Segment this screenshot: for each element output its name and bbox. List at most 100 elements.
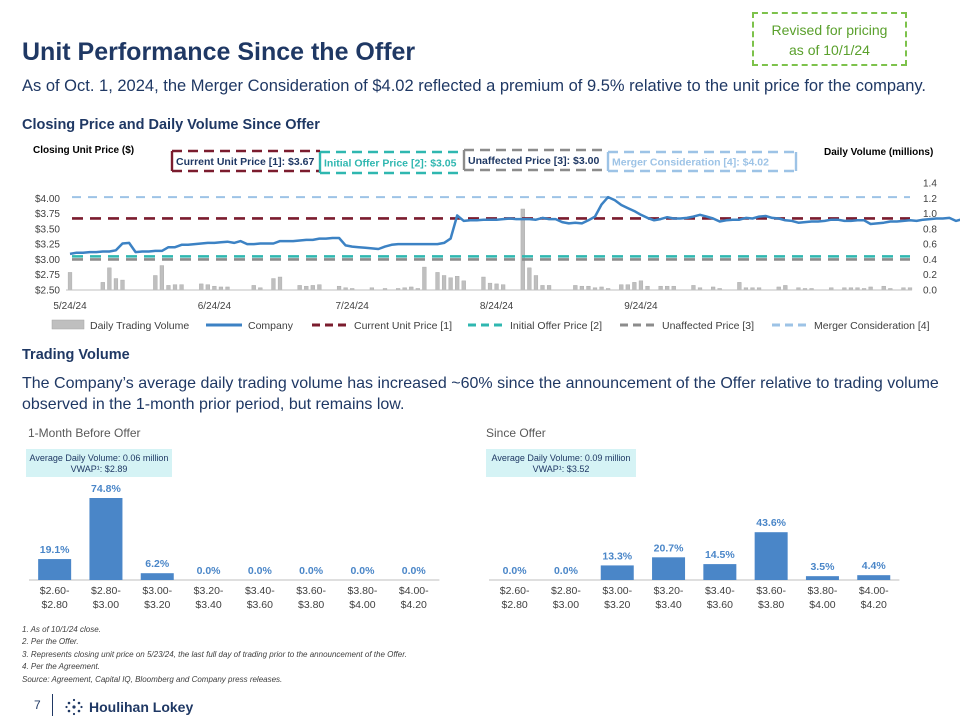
volume-bar — [625, 284, 630, 291]
histogram-value-label: 0.0% — [503, 565, 528, 577]
before-offer-avg-volume: Average Daily Volume: 0.06 million — [29, 453, 169, 463]
volume-bar — [455, 276, 460, 291]
volume-bar — [199, 283, 204, 291]
volume-note: The Company’s average daily trading volu… — [22, 375, 939, 413]
histogram-value-label: 0.0% — [197, 565, 222, 577]
svg-text:Unaffected Price [3]: $3.00: Unaffected Price [3]: $3.00 — [468, 155, 599, 167]
revised-note-line-2: as of 10/1/24 — [789, 42, 870, 58]
histogram-category-label: $3.60 — [707, 599, 733, 611]
volume-tick-label: 1.4 — [923, 179, 937, 190]
histogram-category-label: $2.80- — [91, 585, 121, 597]
date-tick-label: 8/24/24 — [480, 301, 514, 312]
svg-text:Current Unit Price [1]: Current Unit Price [1] — [354, 320, 452, 332]
histogram-category-label: $3.80- — [808, 585, 838, 597]
histogram-value-label: 13.3% — [602, 550, 632, 562]
histogram-category-label: $3.60 — [247, 599, 273, 611]
volume-bar — [671, 285, 676, 291]
volume-bar — [113, 278, 119, 291]
volume-bar — [691, 285, 696, 291]
histogram-category-label: $3.20- — [654, 585, 684, 597]
volume-bar — [310, 285, 315, 291]
histogram-bar — [703, 564, 737, 580]
volume-bar — [172, 284, 178, 291]
volume-bar — [494, 283, 499, 291]
histogram-category-label: $3.60- — [756, 585, 786, 597]
histogram-value-label: 0.0% — [402, 565, 427, 577]
merger-consideration-label: Merger Consideration [4]: $4.02 — [606, 150, 798, 173]
histogram-category-label: $4.20 — [861, 599, 887, 611]
footnote: 4. Per the Agreement. — [22, 662, 100, 672]
unaffected-price-label: Unaffected Price [3]: $3.00 — [462, 148, 606, 172]
volume-bar — [461, 280, 466, 291]
volume-tick-label: 1.0 — [923, 209, 937, 220]
volume-tick-label: 1.2 — [923, 194, 937, 205]
volume-tick-label: 0.0 — [923, 286, 937, 297]
volume-bar — [251, 285, 256, 291]
histogram-category-label: $3.00- — [602, 585, 632, 597]
histogram-category-label: $3.00 — [553, 599, 579, 611]
histogram-bar — [140, 573, 174, 580]
histogram-category-label: $3.60- — [296, 585, 326, 597]
histogram-value-label: 4.4% — [862, 560, 887, 572]
page-number: 7 — [34, 698, 41, 712]
volume-bar — [632, 282, 637, 291]
volume-bar — [422, 266, 427, 291]
price-tick-label: $4.00 — [35, 194, 60, 205]
price-tick-label: $3.00 — [35, 255, 60, 266]
volume-bar — [487, 282, 493, 291]
histogram-bar — [38, 559, 72, 580]
volume-bar — [546, 285, 552, 291]
price-tick-label: $3.50 — [35, 224, 60, 235]
legend-unaffected-price: Unaffected Price [3] — [620, 320, 754, 332]
footnote: 1. As of 10/1/24 close. — [22, 625, 101, 634]
volume-bar — [336, 285, 342, 291]
volume-bar — [277, 276, 283, 291]
histogram-category-label: $3.40- — [705, 585, 735, 597]
histogram-category-label: $2.60- — [40, 585, 70, 597]
histogram-category-label: $2.80 — [42, 599, 68, 611]
svg-text:Unaffected Price [3]: Unaffected Price [3] — [662, 320, 754, 332]
date-tick-label: 9/24/24 — [624, 301, 658, 312]
volume-bar — [658, 285, 663, 291]
histogram-value-label: 0.0% — [350, 565, 375, 577]
legend-initial-offer-price: Initial Offer Price [2] — [468, 320, 602, 332]
volume-tick-label: 0.2 — [923, 270, 937, 281]
price-tick-label: $2.75 — [35, 270, 60, 281]
svg-text:Initial Offer Price [2]: $3.05: Initial Offer Price [2]: $3.05 — [324, 158, 457, 170]
volume-bar — [107, 267, 112, 291]
histogram-category-label: $2.80 — [502, 599, 528, 611]
revised-note-line-1: Revised for pricing — [771, 22, 888, 38]
volume-bar — [737, 282, 742, 291]
histogram-category-label: $3.20 — [604, 599, 630, 611]
histogram-value-label: 0.0% — [299, 565, 324, 577]
histogram-value-label: 0.0% — [554, 565, 579, 577]
volume-bar — [533, 275, 539, 291]
houlihan-lokey-logo-icon — [65, 698, 83, 716]
histogram-value-label: 43.6% — [756, 517, 786, 529]
volume-bar — [579, 285, 584, 291]
date-tick-label: 6/24/24 — [198, 301, 232, 312]
volume-bar — [179, 284, 184, 291]
price-tick-label: $3.75 — [35, 209, 60, 220]
volume-tick-label: 0.6 — [923, 240, 937, 251]
price-axis-title: Closing Unit Price ($) — [33, 145, 135, 156]
page-subtitle: As of Oct. 1, 2024, the Merger Considera… — [22, 77, 927, 95]
footer-divider — [52, 694, 53, 716]
histogram-category-label: $2.60- — [500, 585, 530, 597]
volume-bar — [435, 272, 440, 291]
histogram-value-label: 19.1% — [40, 544, 70, 556]
price-tick-label: $3.25 — [35, 240, 60, 251]
source-note: Source: Agreement, Capital IQ, Bloomberg… — [22, 674, 283, 684]
histogram-value-label: 74.8% — [91, 483, 121, 495]
volume-axis-title: Daily Volume (millions) — [824, 147, 934, 158]
histogram-value-label: 6.2% — [145, 558, 170, 570]
histogram-category-label: $3.00 — [93, 599, 119, 611]
before-offer-callout: Average Daily Volume: 0.06 million VWAP¹… — [26, 449, 172, 477]
histogram-value-label: 3.5% — [810, 561, 835, 573]
price-volume-chart: $2.50 $2.75 $3.00 $3.25 $3.50 $3.75 $4.00 0.0 0… — [35, 148, 960, 332]
histogram-category-label: $3.40 — [195, 599, 221, 611]
volume-bar — [638, 280, 644, 291]
volume-bar — [520, 208, 525, 291]
volume-bar — [448, 277, 453, 291]
volume-bar — [166, 285, 171, 291]
